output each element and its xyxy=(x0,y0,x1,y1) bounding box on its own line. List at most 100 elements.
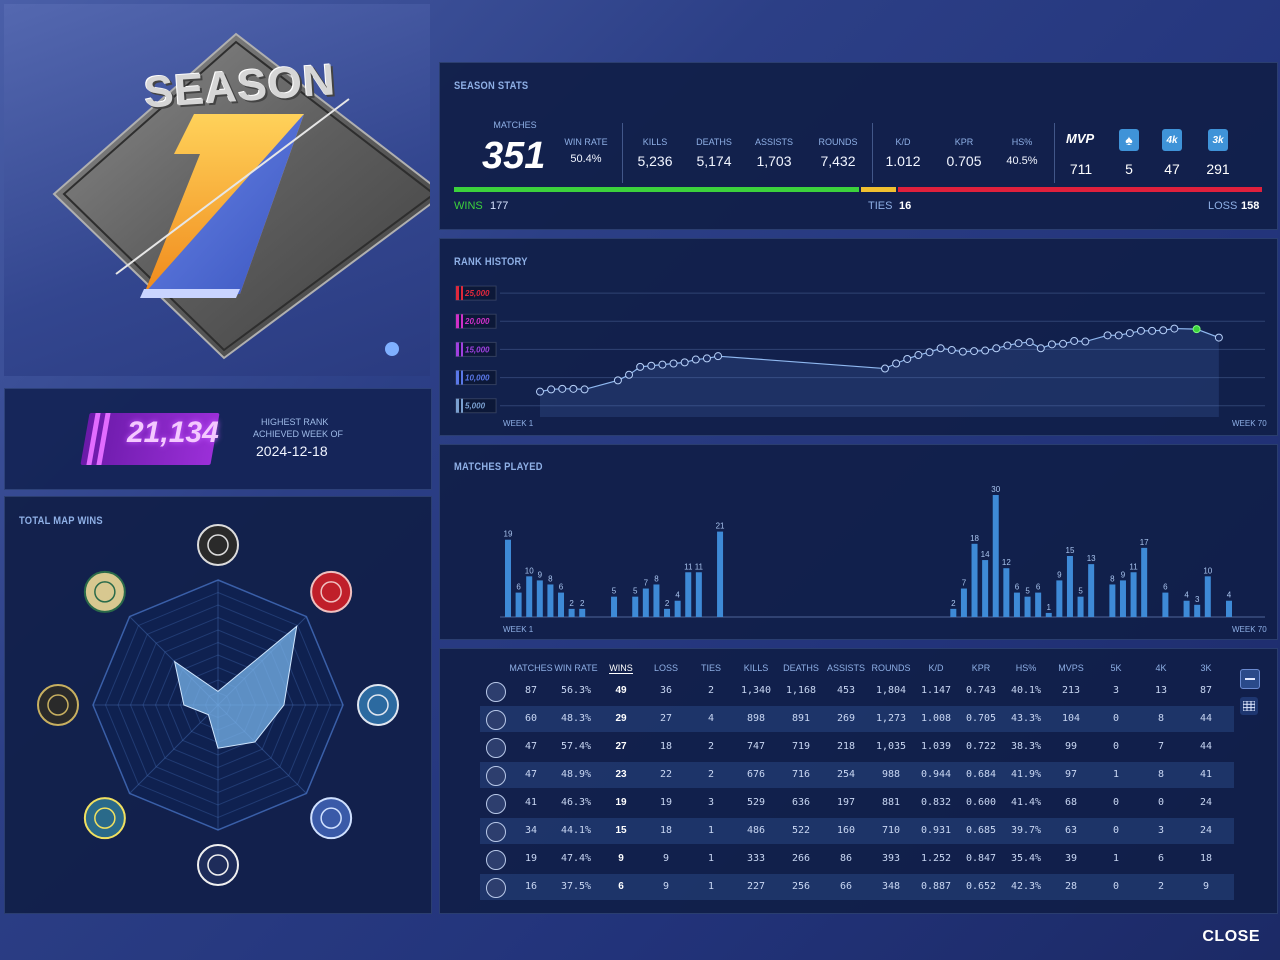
rank-point xyxy=(569,384,578,393)
matches-bar xyxy=(1024,596,1031,617)
table-cell: 3 xyxy=(1157,825,1165,836)
table-cell: 41 xyxy=(1199,769,1213,780)
table-cell: 197 xyxy=(836,797,856,808)
matches-bar xyxy=(1226,600,1232,617)
matches-x-end: WEEK 70 xyxy=(1232,625,1267,634)
table-cell: 29 xyxy=(615,713,627,724)
matches-bar xyxy=(1183,600,1190,617)
table-cell: 44 xyxy=(1199,741,1213,752)
radar-spoke xyxy=(129,704,219,794)
rank-point xyxy=(1103,331,1112,340)
table-cell: 266 xyxy=(791,853,811,864)
table-cell: 1.252 xyxy=(920,853,952,864)
table-cell: 1,273 xyxy=(875,713,907,724)
column-header[interactable]: MVPS xyxy=(1058,663,1084,673)
close-button[interactable]: CLOSE xyxy=(1202,928,1260,945)
radar-ring xyxy=(104,591,332,819)
table-cell: 48.9% xyxy=(560,769,592,780)
table-cell: 898 xyxy=(746,713,766,724)
column-header[interactable]: MATCHES xyxy=(509,663,553,673)
rank-point xyxy=(558,384,567,393)
table-cell: 16 xyxy=(524,881,538,892)
column-header[interactable]: 3K xyxy=(1200,663,1212,673)
grid-view-button[interactable] xyxy=(1240,697,1258,715)
wins-bar xyxy=(454,187,860,192)
table-cell: 719 xyxy=(791,741,811,752)
loss-label: LOSS xyxy=(1208,200,1238,212)
matches-bar-label: 6 xyxy=(1163,583,1168,592)
ace-icon: ♠ xyxy=(1119,129,1139,151)
table-cell: 333 xyxy=(746,853,766,864)
rank-point xyxy=(580,385,589,394)
hs-stat: HS% 40.5% xyxy=(997,137,1047,167)
rank-point xyxy=(1170,324,1179,333)
column-header[interactable]: DEATHS xyxy=(783,663,819,673)
wins-label: WINS xyxy=(454,200,483,212)
rank-point xyxy=(1148,326,1157,335)
rank-point xyxy=(647,361,656,370)
column-header[interactable]: WINS xyxy=(609,663,633,674)
matches-bar xyxy=(1162,592,1169,617)
column-header[interactable]: HS% xyxy=(1015,663,1037,673)
deaths-stat: DEATHS 5,174 xyxy=(689,137,739,169)
matches-bar-label: 3 xyxy=(1195,595,1200,604)
column-header[interactable]: LOSS xyxy=(653,663,678,673)
matches-bar-label: 2 xyxy=(951,599,956,608)
table-cell: 87 xyxy=(524,685,538,696)
column-header[interactable]: ROUNDS xyxy=(871,663,911,673)
assists-value: 1,703 xyxy=(756,153,792,169)
rounds-stat: ROUNDS 7,432 xyxy=(813,137,863,169)
ace-value: 5 xyxy=(1125,161,1133,177)
table-cell: 1.039 xyxy=(920,741,952,752)
table-row: 34 44.1% 15 18 1 486 522 160 710 0.931 0.685 39.7% 6… xyxy=(480,818,1234,844)
table-cell: 68 xyxy=(1064,797,1078,808)
matches-bar xyxy=(632,596,639,617)
anubis-map-icon xyxy=(197,844,239,886)
table-cell: 37.5% xyxy=(560,881,592,892)
column-header[interactable]: 5K xyxy=(1110,663,1122,673)
table-cell: 0.685 xyxy=(965,825,997,836)
ancient-map-icon xyxy=(486,822,506,842)
matches-bar-label: 19 xyxy=(504,530,513,539)
column-header[interactable]: WIN RATE xyxy=(554,663,598,673)
matches-bar-label: 14 xyxy=(981,550,990,559)
matches-bar-label: 5 xyxy=(1025,587,1030,596)
matches-bar-label: 6 xyxy=(1036,583,1041,592)
matches-bar-label: 21 xyxy=(716,522,725,531)
matches-bar xyxy=(971,543,978,617)
table-cell: 41 xyxy=(524,797,538,808)
column-header[interactable]: K/D xyxy=(928,663,944,673)
table-cell: 4 xyxy=(707,713,715,724)
table-cell: 23 xyxy=(615,769,627,780)
column-header[interactable]: ASSISTS xyxy=(826,663,865,673)
kpr-label: KPR xyxy=(954,137,974,147)
matches-bar xyxy=(1119,580,1126,617)
matches-bar-label: 10 xyxy=(525,566,534,575)
map-stats-table: MATCHES WIN RATE WINS LOSS TIES KILLS DEATHS AS… xyxy=(439,648,1278,914)
table-cell: 0.743 xyxy=(965,685,997,696)
column-header[interactable]: TIES xyxy=(700,663,721,673)
table-cell: 1,340 xyxy=(740,685,772,696)
table-cell: 256 xyxy=(791,881,811,892)
rank-point xyxy=(958,347,967,356)
matches-bar xyxy=(515,592,522,617)
table-cell: 9 xyxy=(662,881,670,892)
column-header[interactable]: KILLS xyxy=(743,663,769,673)
table-cell: 881 xyxy=(881,797,901,808)
win-rate-label: WIN RATE xyxy=(564,137,608,147)
column-header[interactable]: KPR xyxy=(971,663,991,673)
table-cell: 24 xyxy=(1199,825,1213,836)
matches-bar xyxy=(685,572,692,617)
matches-bar-label: 17 xyxy=(1140,538,1149,547)
assists-stat: ASSISTS 1,703 xyxy=(749,137,799,169)
rank-point xyxy=(536,387,544,396)
rank-tier-badge: 15,000 xyxy=(455,341,497,357)
collapse-view-button[interactable] xyxy=(1240,669,1260,689)
kd-stat: K/D 1.012 xyxy=(878,137,928,169)
rank-point xyxy=(925,348,934,357)
rank-tier-badge: 10,000 xyxy=(455,370,497,386)
column-header[interactable]: 4K xyxy=(1155,663,1167,673)
rank-point xyxy=(1047,340,1056,349)
matches-bar-label: 4 xyxy=(1184,591,1189,600)
table-cell: 676 xyxy=(746,769,766,780)
